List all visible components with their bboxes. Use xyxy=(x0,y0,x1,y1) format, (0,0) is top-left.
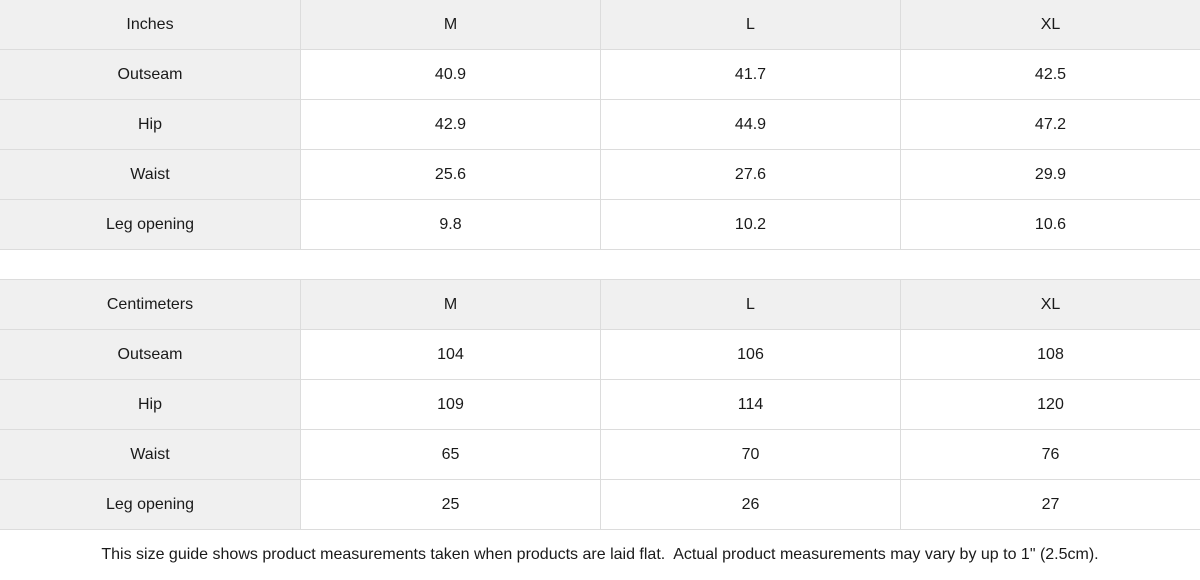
measurement-cell: 40.9 xyxy=(300,50,600,99)
measurement-cell: 108 xyxy=(900,330,1200,379)
size-header-cell-l: L xyxy=(600,0,900,49)
table-row-hip: Hip 109 114 120 xyxy=(0,380,1200,430)
measurement-cell: 114 xyxy=(600,380,900,429)
row-label-cell: Hip xyxy=(0,100,300,149)
size-table-centimeters: Centimeters M L XL Outseam 104 106 108 H… xyxy=(0,279,1200,530)
measurement-cell: 106 xyxy=(600,330,900,379)
measurement-cell: 76 xyxy=(900,430,1200,479)
size-table-inches: Inches M L XL Outseam 40.9 41.7 42.5 Hip… xyxy=(0,0,1200,250)
measurement-cell: 10.2 xyxy=(600,200,900,249)
size-header-cell-xl: XL xyxy=(900,280,1200,329)
unit-header-cell: Centimeters xyxy=(0,280,300,329)
size-header-cell-m: M xyxy=(300,0,600,49)
row-label-cell: Leg opening xyxy=(0,480,300,529)
unit-header-cell: Inches xyxy=(0,0,300,49)
row-label-cell: Outseam xyxy=(0,50,300,99)
measurement-cell: 109 xyxy=(300,380,600,429)
table-row-waist: Waist 65 70 76 xyxy=(0,430,1200,480)
table-row-outseam: Outseam 40.9 41.7 42.5 xyxy=(0,50,1200,100)
row-label-cell: Hip xyxy=(0,380,300,429)
measurement-cell: 25.6 xyxy=(300,150,600,199)
table-row-hip: Hip 42.9 44.9 47.2 xyxy=(0,100,1200,150)
row-label-cell: Leg opening xyxy=(0,200,300,249)
measurement-cell: 42.9 xyxy=(300,100,600,149)
size-header-cell-xl: XL xyxy=(900,0,1200,49)
size-header-cell-m: M xyxy=(300,280,600,329)
row-label-cell: Waist xyxy=(0,430,300,479)
table-header-row: Inches M L XL xyxy=(0,0,1200,50)
measurement-cell: 120 xyxy=(900,380,1200,429)
measurement-cell: 25 xyxy=(300,480,600,529)
measurement-cell: 70 xyxy=(600,430,900,479)
table-row-leg-opening: Leg opening 25 26 27 xyxy=(0,480,1200,530)
measurement-cell: 10.6 xyxy=(900,200,1200,249)
row-label-cell: Outseam xyxy=(0,330,300,379)
measurement-cell: 44.9 xyxy=(600,100,900,149)
measurement-cell: 9.8 xyxy=(300,200,600,249)
row-label-cell: Waist xyxy=(0,150,300,199)
measurement-cell: 104 xyxy=(300,330,600,379)
measurement-cell: 47.2 xyxy=(900,100,1200,149)
table-row-outseam: Outseam 104 106 108 xyxy=(0,330,1200,380)
size-header-cell-l: L xyxy=(600,280,900,329)
table-row-leg-opening: Leg opening 9.8 10.2 10.6 xyxy=(0,200,1200,250)
table-row-waist: Waist 25.6 27.6 29.9 xyxy=(0,150,1200,200)
table-divider-gap xyxy=(0,250,1200,279)
measurement-cell: 29.9 xyxy=(900,150,1200,199)
measurement-cell: 42.5 xyxy=(900,50,1200,99)
measurement-cell: 41.7 xyxy=(600,50,900,99)
measurement-cell: 26 xyxy=(600,480,900,529)
measurement-cell: 65 xyxy=(300,430,600,479)
measurement-cell: 27.6 xyxy=(600,150,900,199)
size-guide-disclaimer: This size guide shows product measuremen… xyxy=(0,530,1200,580)
measurement-cell: 27 xyxy=(900,480,1200,529)
table-header-row: Centimeters M L XL xyxy=(0,280,1200,330)
